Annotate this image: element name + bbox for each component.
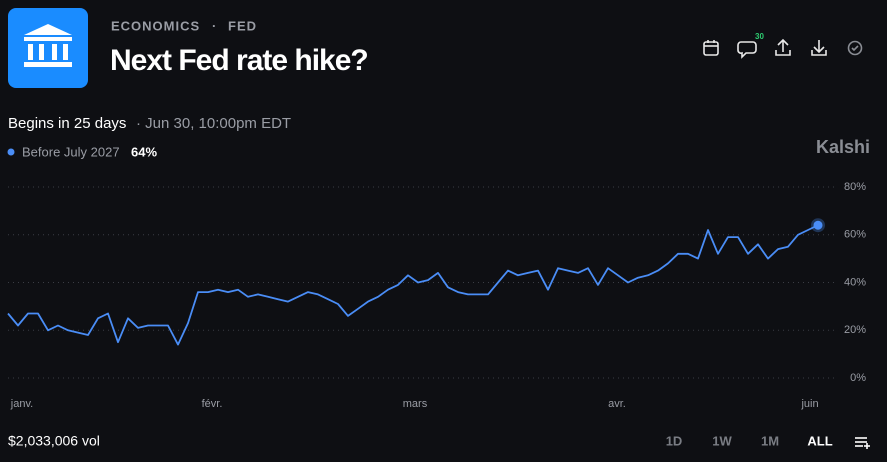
- chart: 0% 20% 40% 60% 80% janv. févr. mars avr. juin: [7, 181, 866, 410]
- menu-button[interactable]: [855, 437, 870, 449]
- header-actions: [703, 38, 863, 59]
- calendar-button[interactable]: [703, 40, 719, 56]
- y-tick-label: 0%: [850, 372, 866, 384]
- begins: Begins in 25 days: [8, 115, 126, 132]
- category[interactable]: ECONOMICS: [111, 18, 200, 33]
- volume: $2,033,006 vol: [8, 433, 100, 449]
- range-selector: 1D 1W 1M ALL: [666, 433, 833, 448]
- download-button[interactable]: [811, 40, 827, 56]
- comments-button[interactable]: [737, 41, 757, 59]
- subcategory[interactable]: FED: [228, 18, 257, 33]
- series-line: [7, 224, 819, 346]
- current-point: [813, 220, 823, 230]
- separator: ·: [212, 18, 216, 33]
- y-tick-label: 80%: [844, 181, 866, 193]
- range-button[interactable]: 1W: [712, 433, 732, 448]
- share-button[interactable]: [775, 38, 791, 56]
- legend-dot: [7, 148, 15, 156]
- range-button[interactable]: 1D: [666, 433, 683, 448]
- legend-label[interactable]: Before July 2027: [22, 144, 120, 159]
- y-tick-label: 20%: [844, 324, 866, 336]
- x-tick-label: janv.: [10, 398, 33, 410]
- category-icon: [8, 8, 88, 88]
- comment-count: 30: [755, 32, 764, 41]
- x-tick-label: mars: [403, 398, 428, 410]
- range-button[interactable]: 1M: [761, 433, 779, 448]
- bank-glyph: [24, 24, 72, 67]
- range-button[interactable]: ALL: [807, 433, 832, 448]
- y-tick-label: 60%: [844, 229, 866, 241]
- x-tick-label: févr.: [202, 398, 223, 410]
- x-tick-label: juin: [800, 398, 818, 410]
- legend-value: 64%: [131, 144, 157, 159]
- begins-date: · Jun 30, 10:00pm EDT: [136, 115, 291, 132]
- y-tick-label: 40%: [844, 276, 866, 288]
- title: Next Fed rate hike?: [110, 44, 368, 77]
- x-tick-label: avr.: [608, 398, 626, 410]
- watch-button[interactable]: [847, 40, 863, 56]
- brand: Kalshi: [816, 137, 870, 157]
